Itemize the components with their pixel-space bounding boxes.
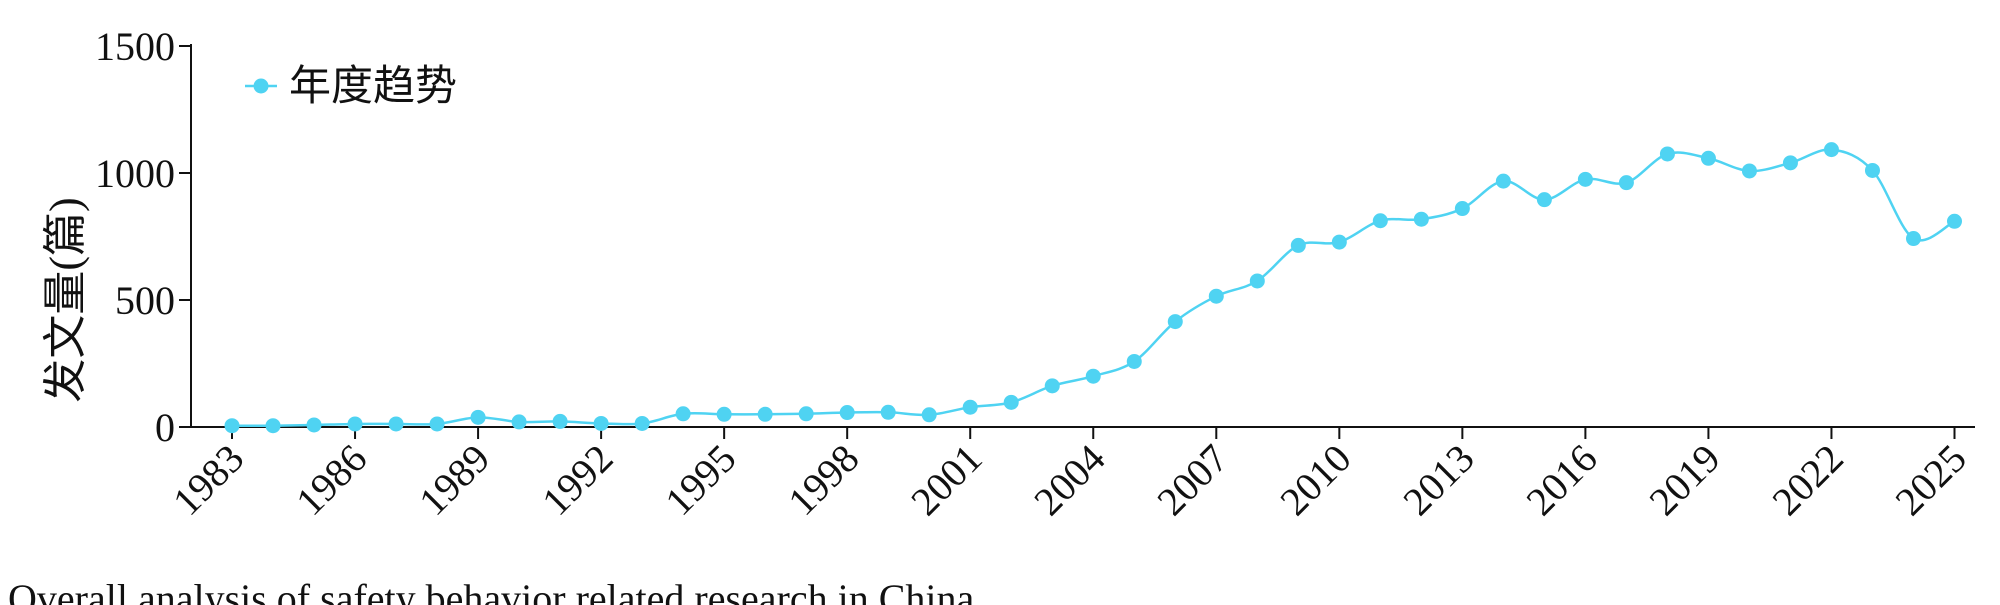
point: [1495, 173, 1511, 189]
y-tick-label: 500: [115, 278, 175, 323]
legend-marker: [253, 78, 269, 94]
point: [224, 418, 240, 434]
x-tick-label: 2007: [1148, 436, 1236, 524]
x-tick-label: 2001: [902, 436, 990, 524]
point: [1823, 142, 1839, 158]
x-tick-label: 2019: [1640, 436, 1728, 524]
series-line: [232, 148, 1956, 428]
x-tick-label: 1995: [656, 436, 744, 524]
point: [1413, 211, 1429, 227]
x-tick-label: 2010: [1271, 436, 1359, 524]
point: [1782, 155, 1798, 171]
legend-label: 年度趋势: [289, 63, 457, 110]
point: [1454, 201, 1470, 217]
point: [1290, 237, 1306, 253]
point: [880, 404, 896, 420]
point: [1618, 175, 1634, 191]
x-tick-label: 1989: [410, 436, 498, 524]
caption: Overall analysis of safety behavior rela…: [8, 576, 975, 605]
x-tick-label: 2013: [1394, 436, 1482, 524]
y-tick-label: 1500: [95, 24, 175, 69]
point: [1003, 394, 1019, 410]
point: [429, 416, 445, 432]
point: [1126, 353, 1142, 369]
x-tick-label: 2022: [1763, 436, 1851, 524]
point: [306, 417, 322, 433]
point: [1905, 231, 1921, 247]
point: [1167, 314, 1183, 330]
point: [1741, 163, 1757, 179]
x-tick-label: 2004: [1025, 436, 1113, 524]
point: [1700, 150, 1716, 166]
point: [1044, 378, 1060, 394]
y-axis-label: 发文量(篇): [41, 197, 90, 402]
y-tick-label: 0: [155, 405, 175, 450]
point: [1085, 368, 1101, 384]
x-tick-label: 1992: [533, 436, 621, 524]
point: [921, 407, 937, 423]
point: [1946, 213, 1962, 229]
x-tick-label: 1998: [779, 436, 867, 524]
point: [347, 416, 363, 432]
point: [798, 406, 814, 422]
point: [1864, 162, 1880, 178]
point: [962, 399, 978, 415]
x-tick-label: 1986: [287, 436, 375, 524]
point: [757, 406, 773, 422]
point: [388, 416, 404, 432]
point: [470, 409, 486, 425]
point: [552, 413, 568, 429]
point: [593, 415, 609, 431]
point: [1249, 273, 1265, 289]
point: [1208, 288, 1224, 304]
x-tick-label: 2016: [1517, 436, 1605, 524]
point: [1331, 234, 1347, 250]
point: [265, 418, 281, 434]
point: [1659, 146, 1675, 162]
point: [1577, 171, 1593, 187]
point: [1372, 213, 1388, 229]
point: [716, 406, 732, 422]
point: [1536, 192, 1552, 208]
point: [634, 415, 650, 431]
y-tick-label: 1000: [95, 151, 175, 196]
x-tick-label: 2025: [1886, 436, 1974, 524]
point: [839, 405, 855, 421]
point: [675, 406, 691, 422]
point: [511, 414, 527, 430]
x-tick-label: 1983: [164, 436, 252, 524]
